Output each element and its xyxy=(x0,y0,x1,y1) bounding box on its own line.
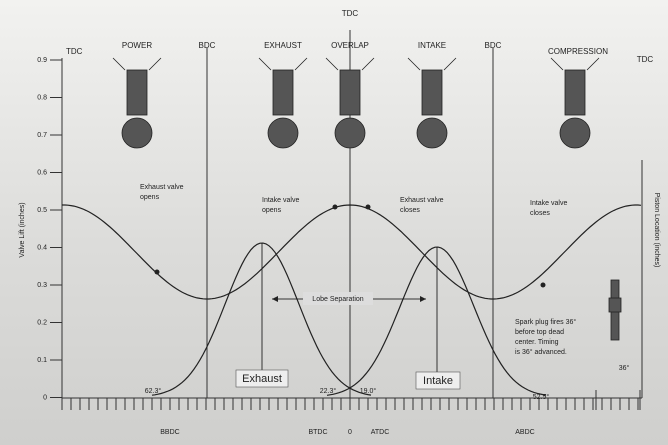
annotation: Lobe Separation xyxy=(312,296,363,303)
y-tick-label: 0.8 xyxy=(37,94,47,101)
stroke-label: EXHAUST xyxy=(264,41,302,50)
annotation: Intake valve xyxy=(262,197,299,204)
intake-lobe xyxy=(326,246,547,396)
x-label: BBDC xyxy=(160,429,179,436)
y-tick-label: 0.5 xyxy=(37,207,47,214)
annotation: Intake valve xyxy=(530,200,567,207)
tdc: TDC xyxy=(637,55,654,64)
angle: 62.3° xyxy=(145,387,162,395)
y-tick-label: 0.2 xyxy=(37,319,47,326)
annotation: Exhaust valve xyxy=(140,184,184,191)
x-label: BTDC xyxy=(308,429,327,436)
x-label: 0 xyxy=(348,429,352,436)
y-tick-label: 0.4 xyxy=(37,244,47,251)
stroke-label: POWER xyxy=(122,41,152,50)
axis-title: Valve Lift (inches) xyxy=(19,202,26,257)
annotation: opens xyxy=(262,207,282,214)
angle: 19.0° xyxy=(360,387,377,395)
exhaust-lobe xyxy=(151,242,372,396)
angle: 22.3° xyxy=(320,387,337,395)
y-tick-label: 0.9 xyxy=(37,57,47,64)
tdc: TDC xyxy=(66,47,83,56)
stroke-label: OVERLAP xyxy=(331,41,369,50)
annotation: Exhaust xyxy=(242,373,282,385)
annotation: Exhaust valve xyxy=(400,197,444,204)
bdc: BDC xyxy=(199,41,216,50)
curves xyxy=(62,204,642,396)
angle: 52.5° xyxy=(533,393,550,401)
y-tick-label: 0 xyxy=(43,394,47,401)
annotation: Spark plug fires 36° xyxy=(515,318,576,326)
stroke-label: COMPRESSION xyxy=(548,47,608,56)
engine-icons xyxy=(112,57,622,341)
label-bg xyxy=(303,292,373,305)
annotation: closes xyxy=(400,207,420,214)
bdc: BDC xyxy=(485,41,502,50)
annotation: closes xyxy=(530,210,550,217)
annotation: Intake xyxy=(423,375,453,387)
y-tick-label: 0.7 xyxy=(37,132,47,139)
annotation: center. Timing xyxy=(515,339,559,346)
x-label: ABDC xyxy=(515,429,534,436)
annotation: before top dead xyxy=(515,329,564,336)
y-tick-label: 0.6 xyxy=(37,169,47,176)
annotation: opens xyxy=(140,194,160,201)
x-label: ATDC xyxy=(371,429,390,436)
y-tick-label: 0.3 xyxy=(37,282,47,289)
annotation: 36° xyxy=(619,364,630,372)
y-tick-label: 0.1 xyxy=(37,357,47,364)
piston-curve xyxy=(62,204,642,300)
annotation: is 36° advanced. xyxy=(515,348,567,356)
stroke-label: INTAKE xyxy=(418,41,446,50)
tdc: TDC xyxy=(342,9,359,18)
axis-title: Piston Location (inches) xyxy=(653,193,660,268)
